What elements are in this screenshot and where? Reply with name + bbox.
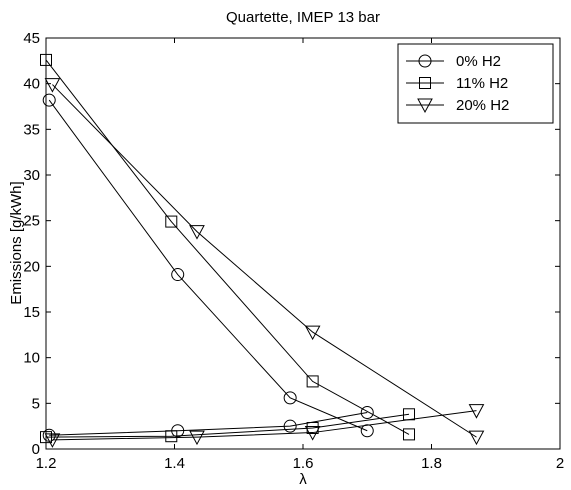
series-line-upper (45, 59, 410, 435)
legend-marker (419, 77, 431, 89)
data-point (403, 428, 416, 441)
y-tick-label: 40 (23, 76, 40, 93)
y-tick-label: 45 (23, 30, 40, 47)
x-tick-label: 1.8 (421, 455, 442, 472)
data-layer (40, 53, 485, 448)
y-tick-label: 20 (23, 258, 40, 275)
legend-item-0-h2: 0% H2 (406, 53, 501, 70)
data-point (165, 215, 178, 228)
legend-label: 0% H2 (456, 53, 501, 70)
series-line-lower (45, 413, 410, 438)
data-point (306, 421, 319, 434)
y-tick-label: 10 (23, 350, 40, 367)
data-point (304, 325, 321, 341)
data-point (44, 78, 61, 93)
x-tick-label: 2 (556, 455, 564, 472)
legend-item-20-h2: 20% H2 (406, 97, 509, 114)
y-tick-label: 30 (23, 167, 40, 184)
data-point (306, 375, 319, 388)
data-point (304, 426, 321, 441)
y-axis-ticks: 0 5 10 15 20 25 30 35 40 45 (23, 30, 560, 458)
legend-label: 11% H2 (456, 75, 508, 92)
data-point (189, 225, 205, 240)
x-tick-label: 1.6 (293, 455, 314, 472)
y-tick-label: 35 (23, 121, 40, 138)
series-20-h2 (44, 78, 485, 448)
x-tick-label: 1.2 (36, 455, 57, 472)
series-line-upper (48, 99, 368, 432)
data-point (171, 268, 185, 282)
series-line-lower (49, 411, 368, 436)
data-point (42, 93, 56, 107)
data-point (468, 404, 485, 419)
legend-item-11-h2: 11% H2 (406, 75, 508, 92)
data-point (360, 424, 374, 438)
data-point (44, 433, 61, 448)
data-point (360, 405, 374, 419)
y-tick-label: 0 (32, 441, 40, 458)
legend-label: 20% H2 (456, 97, 509, 114)
series-line-lower (52, 410, 477, 441)
y-axis-label: Emissions [g/kWh] (8, 181, 25, 304)
x-axis-label: λ (299, 471, 307, 488)
x-tick-label: 1.4 (164, 455, 185, 472)
data-point (468, 430, 485, 446)
y-tick-label: 15 (23, 304, 40, 321)
legend: 0% H2 11% H2 20% H2 (397, 43, 554, 124)
y-tick-label: 25 (23, 213, 40, 230)
data-point (283, 391, 297, 405)
data-point (165, 430, 178, 443)
data-point (189, 430, 205, 446)
x-axis-ticks: 1.2 1.4 1.6 1.8 2 (36, 38, 564, 472)
legend-marker (418, 54, 432, 68)
data-point (283, 419, 297, 433)
chart-title: Quartette, IMEP 13 bar (226, 9, 380, 26)
y-tick-label: 5 (32, 395, 40, 412)
series-0-h2 (42, 93, 374, 442)
legend-marker (417, 98, 433, 114)
series-line-upper (52, 84, 477, 438)
